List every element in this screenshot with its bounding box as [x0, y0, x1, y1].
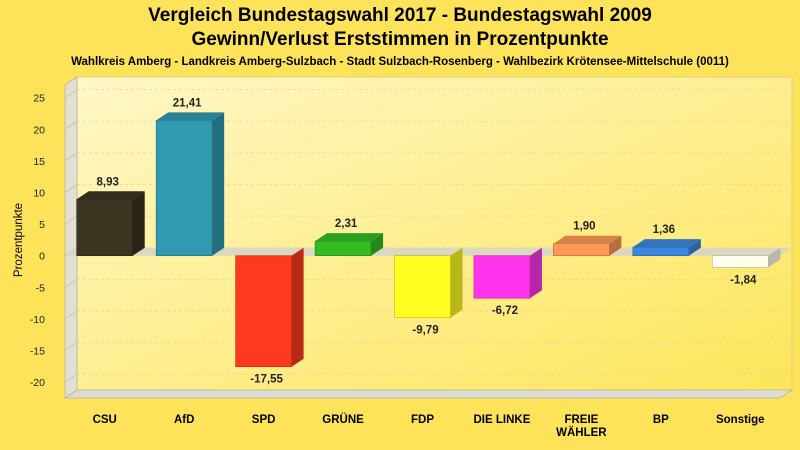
- data-label: -1,84: [730, 274, 757, 286]
- y-tick-label: -20: [30, 377, 45, 389]
- bar-side: [768, 247, 781, 268]
- x-tick-label: DIE LINKE: [474, 414, 531, 426]
- bar-side: [291, 247, 304, 367]
- gridline-side: [64, 310, 78, 320]
- y-axis-label: Prozentpunkte: [13, 203, 25, 277]
- data-label: 8,93: [97, 176, 119, 188]
- data-label: 1,90: [573, 221, 595, 233]
- bar-side: [132, 191, 145, 256]
- bar-top: [156, 112, 225, 121]
- y-tick-label: 0: [39, 251, 45, 263]
- bar-top: [553, 235, 622, 244]
- bar-side: [371, 233, 384, 256]
- y-tick-label: -10: [30, 314, 45, 326]
- bar: [553, 243, 610, 257]
- y-tick-label: -15: [30, 346, 45, 358]
- bar-side: [212, 112, 225, 256]
- bar: [235, 255, 292, 368]
- gridline-side: [64, 279, 78, 288]
- x-tick-label: SPD: [252, 414, 276, 426]
- x-tick-label: CSU: [93, 414, 117, 426]
- x-tick-label: GRÜNE: [322, 413, 364, 426]
- bar-side: [688, 239, 701, 256]
- gridline-side: [64, 152, 78, 162]
- plot-area: 25 20 15 10 5 0 -5 -10 -15 -20 8,93 CSU 21,41 AfD -17,…: [30, 76, 794, 439]
- bar-side: [529, 247, 542, 299]
- bar-top: [632, 239, 701, 248]
- data-label: 2,31: [335, 218, 358, 230]
- gridline-side: [64, 342, 78, 351]
- bar-side: [609, 235, 622, 256]
- bar: [314, 240, 372, 257]
- gridline-side: [64, 373, 78, 383]
- data-label: 1,36: [653, 224, 675, 236]
- bar: [711, 255, 769, 268]
- bar: [632, 246, 690, 257]
- y-tick-label: 15: [33, 156, 45, 168]
- data-label: -17,55: [250, 374, 283, 386]
- bar: [76, 198, 134, 257]
- x-tick-label: Sonstige: [716, 414, 765, 426]
- x-tick-label: FREIE WÄHLER: [556, 414, 607, 439]
- y-tick-label: 10: [33, 187, 45, 199]
- bar-top: [76, 191, 145, 200]
- x-tick-label: AfD: [174, 414, 194, 426]
- plot-floor: [63, 389, 794, 399]
- x-tick-label: FDP: [411, 414, 434, 426]
- data-label: -6,72: [492, 305, 518, 317]
- bar-top: [315, 233, 384, 242]
- chart-subtitle: Wahlkreis Amberg - Landkreis Amberg-Sulz…: [71, 56, 729, 68]
- y-tick-label: 5: [39, 219, 45, 231]
- gridline-side: [64, 215, 78, 225]
- bar-side: [450, 247, 463, 318]
- gridline-side: [64, 184, 78, 193]
- gridline-side: [64, 89, 78, 98]
- bar: [155, 120, 213, 257]
- y-tick-label: 25: [33, 93, 45, 105]
- y-tick-label: 20: [33, 124, 45, 136]
- bar: [394, 255, 451, 318]
- x-tick-label: BP: [653, 414, 669, 426]
- chart-title: Vergleich Bundestagswahl 2017 - Bundesta…: [148, 5, 652, 26]
- gridline-side: [64, 120, 78, 130]
- data-label: 21,41: [173, 97, 202, 109]
- y-tick-label: -5: [36, 282, 45, 294]
- bar: [473, 255, 531, 299]
- data-label: -9,79: [412, 325, 438, 337]
- chart-title-line2: Gewinn/Verlust Erststimmen in Prozentpun…: [191, 29, 608, 50]
